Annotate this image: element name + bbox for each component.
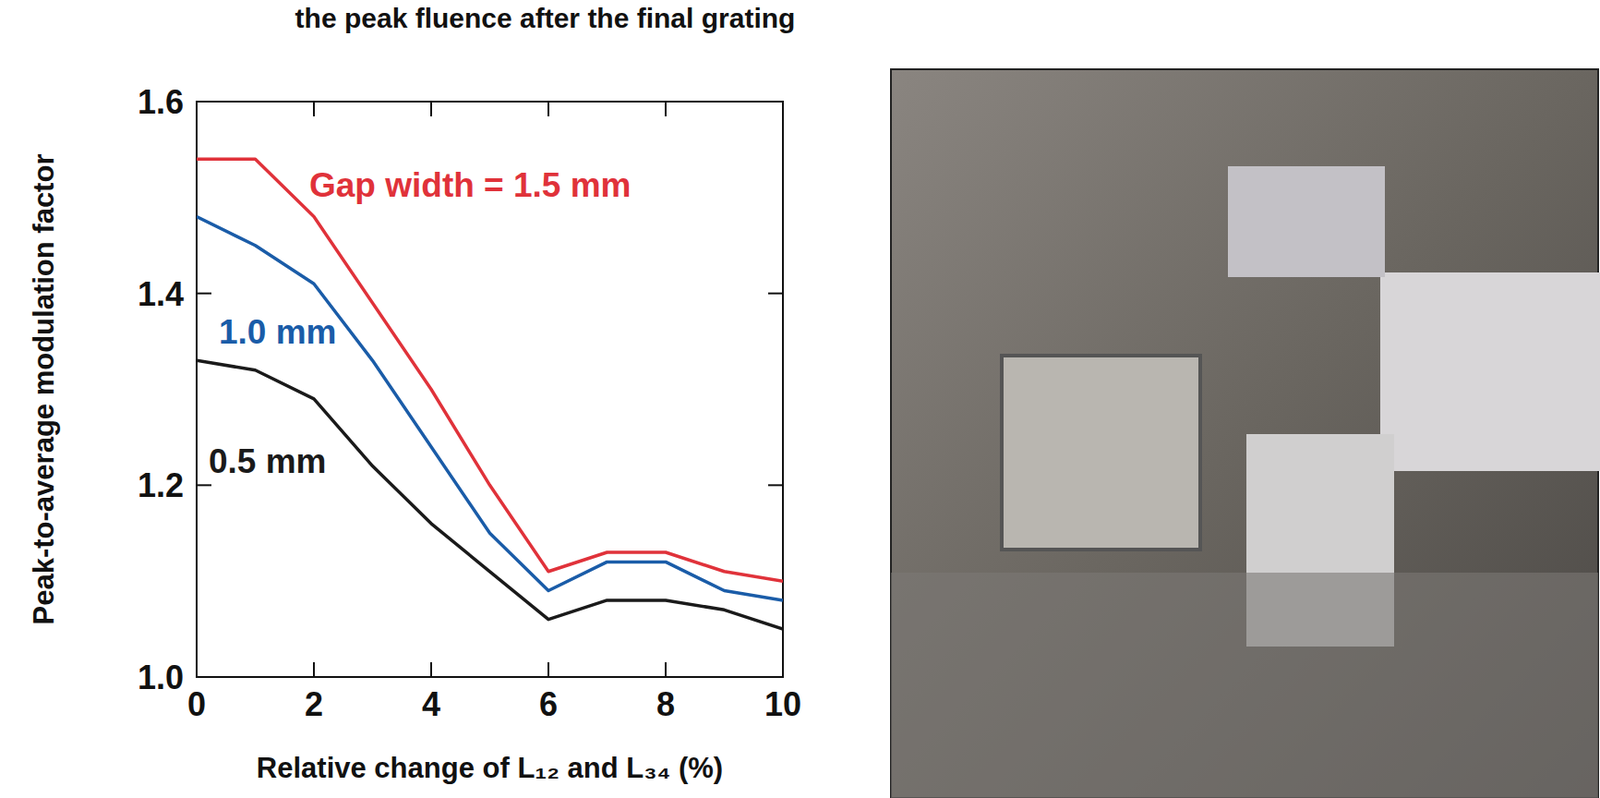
photo-detail	[890, 572, 1599, 798]
series-line	[196, 360, 783, 629]
y-tick	[196, 100, 212, 103]
series-label: 0.5 mm	[208, 442, 327, 481]
x-tick	[195, 101, 198, 117]
series-line	[196, 216, 783, 601]
y-tick	[196, 483, 212, 486]
y-tick	[196, 675, 212, 678]
y-tick	[768, 292, 783, 295]
y-tick-label: 1.2	[137, 466, 184, 505]
y-tick	[768, 100, 783, 103]
x-tick-label: 0	[187, 685, 206, 723]
x-tick	[664, 661, 667, 677]
y-tick-label: 1.4	[137, 275, 184, 313]
plot-frame	[196, 101, 783, 677]
x-tick-label: 2	[304, 685, 324, 723]
y-tick	[768, 483, 783, 486]
x-tick-label: 4	[421, 685, 441, 723]
x-tick	[664, 101, 667, 117]
x-tick-label: 6	[539, 685, 558, 723]
series-label: Gap width = 1.5 mm	[309, 166, 632, 205]
title: the peak fluence after the final grating	[295, 2, 796, 34]
y-tick	[196, 292, 212, 295]
x-tick	[312, 661, 315, 677]
plot-area	[196, 158, 783, 629]
x-tick	[430, 661, 433, 677]
series-line	[196, 158, 783, 581]
x-tick	[195, 661, 198, 677]
x-tick	[430, 101, 433, 117]
photo-detail	[1001, 355, 1201, 550]
x-tick	[312, 101, 315, 117]
y-tick-label: 1.0	[137, 658, 184, 697]
photo-detail	[1380, 272, 1600, 471]
x-tick-label: 10	[764, 685, 802, 723]
x-tick	[547, 101, 550, 117]
photo-detail	[1227, 166, 1385, 277]
x-axis-title: Relative change of L₁₂ and L₃₄ (%)	[256, 751, 723, 784]
x-tick-label: 8	[656, 685, 675, 723]
y-axis-title: Peak-to-average modulation factor	[27, 154, 61, 626]
y-tick-label: 1.6	[137, 83, 184, 121]
series-label: 1.0 mm	[218, 312, 337, 351]
x-tick	[781, 661, 784, 677]
x-tick	[781, 101, 784, 117]
x-tick	[547, 661, 550, 677]
y-tick	[768, 675, 783, 678]
